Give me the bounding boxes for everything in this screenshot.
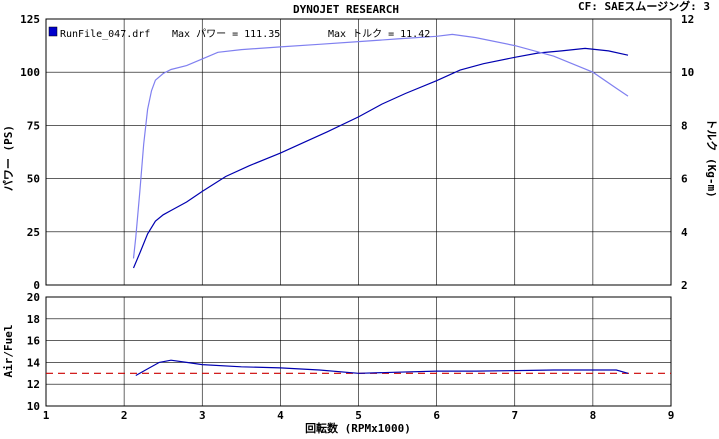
smoothing-label: スムージング: 3: [624, 0, 710, 13]
rpm-tick-label: 7: [511, 409, 518, 422]
afr-plot-grid: [46, 297, 671, 406]
rpm-tick-label: 6: [433, 409, 440, 422]
afr-tick-label: 14: [27, 356, 41, 369]
torque-tick-label: 12: [681, 13, 694, 26]
rpm-tick-label: 2: [121, 409, 128, 422]
rpm-tick-label: 9: [668, 409, 675, 422]
legend-max-torque: Max トルク = 11.42: [328, 28, 430, 40]
power-axis-ticks: 0 25 50 75 100 125: [20, 13, 40, 292]
power-curve: [132, 47, 629, 269]
torque-tick-label: 8: [681, 119, 688, 132]
rpm-tick-label: 1: [43, 409, 50, 422]
torque-tick-label: 6: [681, 173, 688, 186]
power-tick-label: 125: [20, 13, 40, 26]
afr-tick-label: 10: [27, 400, 40, 413]
afr-tick-label: 18: [27, 313, 40, 326]
torque-tick-label: 2: [681, 279, 688, 292]
afr-curve: [135, 359, 629, 377]
power-tick-label: 75: [27, 119, 40, 132]
rpm-tick-label: 3: [199, 409, 206, 422]
rpm-tick-label: 4: [277, 409, 284, 422]
power-tick-label: 25: [27, 226, 40, 239]
cf-label: CF: SAE: [578, 0, 624, 13]
afr-tick-label: 20: [27, 291, 40, 304]
legend-marker: [48, 26, 58, 37]
power-plot-series: [132, 33, 629, 269]
rpm-tick-label: 8: [590, 409, 597, 422]
torque-axis-ticks: 2 4 6 8 10 12: [681, 13, 694, 292]
torque-tick-label: 4: [681, 226, 688, 239]
torque-tick-label: 10: [681, 66, 694, 79]
torque-axis-label: トルク (Kg-m): [705, 118, 718, 197]
torque-curve: [132, 33, 629, 259]
afr-tick-label: 12: [27, 378, 40, 391]
legend-run-label: RunFile_047.drf: [60, 29, 150, 40]
afr-axis-ticks: 10 12 14 16 18 20: [27, 291, 41, 413]
afr-tick-label: 16: [27, 335, 41, 348]
legend-max-power: Max パワー = 111.35: [172, 28, 280, 40]
afr-axis-label: Air/Fuel: [2, 325, 15, 378]
power-tick-label: 0: [33, 279, 40, 292]
power-axis-label: パワー (PS): [2, 125, 15, 191]
chart-title: DYNOJET RESEARCH: [293, 3, 399, 16]
power-tick-label: 100: [20, 66, 40, 79]
afr-plot-series: [46, 359, 671, 377]
power-tick-label: 50: [27, 173, 40, 186]
rpm-axis-ticks: 1 2 3 4 5 6 7 8 9: [43, 409, 675, 422]
power-plot-grid: [46, 19, 671, 285]
rpm-tick-label: 5: [355, 409, 362, 422]
rpm-axis-label: 回転数 (RPMx1000): [305, 421, 411, 435]
